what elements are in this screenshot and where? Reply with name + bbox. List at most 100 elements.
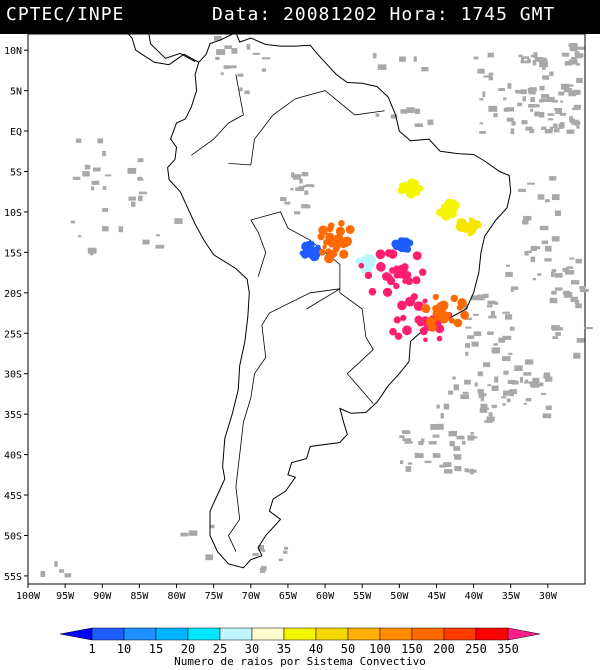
cloud-patch bbox=[284, 546, 289, 550]
convective-system-cell bbox=[402, 325, 412, 336]
lon-tick-label: 45W bbox=[427, 591, 446, 602]
cloud-patch bbox=[566, 129, 575, 134]
cloud-patch bbox=[551, 325, 558, 330]
cloud-patch bbox=[568, 91, 577, 97]
cloud-patch bbox=[544, 129, 553, 134]
convective-system-cell bbox=[412, 276, 421, 285]
cloud-patch bbox=[239, 87, 243, 92]
cloud-patch bbox=[569, 116, 573, 122]
cloud-patch bbox=[493, 113, 498, 118]
cloud-patch bbox=[440, 412, 444, 419]
cloud-patch bbox=[220, 72, 224, 76]
convective-system-cell bbox=[339, 249, 349, 259]
cloud-patch bbox=[534, 57, 544, 62]
lon-tick-label: 75W bbox=[205, 591, 224, 602]
cloud-patch bbox=[467, 335, 475, 339]
cloud-patch bbox=[551, 236, 560, 242]
cloud-patch bbox=[539, 98, 544, 103]
cloud-patch bbox=[509, 326, 515, 331]
cloud-patch bbox=[460, 394, 469, 400]
cloud-patch bbox=[102, 226, 109, 232]
legend-swatch bbox=[123, 627, 157, 641]
lon-tick-label: 30W bbox=[539, 591, 558, 602]
cloud-patch bbox=[551, 290, 557, 295]
cloud-patch bbox=[553, 128, 560, 133]
cloud-patch bbox=[213, 35, 222, 41]
cloud-patch bbox=[377, 64, 387, 70]
cloud-patch bbox=[574, 51, 580, 57]
convective-system-cell bbox=[399, 182, 405, 188]
cloud-patch bbox=[544, 245, 552, 252]
cloud-patch bbox=[224, 45, 232, 49]
cloud-patch bbox=[576, 125, 580, 129]
country-border bbox=[250, 219, 267, 277]
cloud-patch bbox=[215, 56, 220, 60]
cloud-patch bbox=[542, 65, 546, 70]
cloud-patch bbox=[549, 297, 558, 304]
convective-system-cell bbox=[405, 296, 416, 307]
cloud-patch bbox=[530, 245, 537, 251]
cloud-patch bbox=[535, 104, 540, 108]
convective-system-cell bbox=[324, 253, 334, 264]
cloud-patch bbox=[280, 197, 287, 202]
cloud-patch bbox=[473, 313, 479, 316]
country-border bbox=[191, 74, 244, 156]
cloud-patch bbox=[205, 554, 214, 561]
convective-system-cell bbox=[417, 318, 422, 323]
convective-system-cell bbox=[432, 293, 439, 301]
legend-label: 350 bbox=[497, 642, 519, 656]
central-america-pacific-coast bbox=[127, 34, 200, 66]
legend-swatch bbox=[155, 627, 189, 641]
convective-system-cell bbox=[436, 335, 443, 342]
cloud-patch bbox=[301, 204, 311, 209]
convective-system-cell bbox=[368, 287, 377, 296]
cloud-patch bbox=[252, 553, 259, 556]
cloud-patch bbox=[305, 184, 315, 188]
cloud-patch bbox=[554, 107, 562, 111]
cloud-patch bbox=[448, 390, 454, 395]
cloud-patch bbox=[482, 293, 489, 299]
legend-label: 250 bbox=[465, 642, 487, 656]
convective-system-cell bbox=[419, 268, 427, 276]
cloud-patch bbox=[572, 107, 581, 111]
cloud-patch bbox=[180, 532, 189, 537]
cloud-patch bbox=[404, 441, 413, 444]
convective-system-cell bbox=[387, 249, 398, 259]
convective-system-cell bbox=[401, 237, 408, 244]
cloud-patch bbox=[563, 292, 573, 298]
cloud-patch bbox=[543, 372, 551, 377]
cloud-patch bbox=[299, 178, 303, 184]
cloud-patch bbox=[405, 466, 412, 472]
cloud-patch bbox=[137, 176, 143, 180]
cloud-patch bbox=[530, 97, 535, 103]
lat-tick-label: 40S bbox=[4, 451, 22, 462]
cloud-patch bbox=[456, 435, 465, 440]
cloud-patch bbox=[574, 300, 580, 305]
legend-swatch bbox=[219, 627, 253, 641]
coastline-layer bbox=[127, 34, 512, 569]
cloud-patch bbox=[92, 167, 101, 172]
cloud-patch bbox=[498, 88, 505, 91]
convective-system-cell bbox=[389, 327, 397, 336]
cloud-patch bbox=[527, 58, 531, 61]
cloud-patch bbox=[554, 210, 561, 217]
cloud-patch bbox=[461, 440, 466, 445]
cloud-patch bbox=[59, 569, 65, 573]
cloud-patch bbox=[539, 61, 549, 68]
cloud-patch bbox=[477, 389, 484, 394]
legend-label: 25 bbox=[213, 642, 227, 656]
cloud-patch bbox=[494, 301, 499, 305]
country-border bbox=[228, 288, 341, 552]
cloud-patch bbox=[561, 52, 570, 57]
cloud-patch bbox=[519, 377, 524, 383]
cloud-patch bbox=[530, 108, 534, 112]
convective-system-cell bbox=[345, 225, 355, 234]
cloud-patch bbox=[529, 87, 537, 92]
cloud-patch bbox=[84, 164, 91, 170]
cloud-patch bbox=[573, 104, 581, 109]
cloud-patch bbox=[421, 66, 429, 72]
cloud-patch bbox=[484, 420, 493, 423]
cloud-patch bbox=[491, 347, 501, 354]
lat-tick-label: 10S bbox=[4, 208, 22, 219]
cloud-patch bbox=[87, 247, 97, 254]
